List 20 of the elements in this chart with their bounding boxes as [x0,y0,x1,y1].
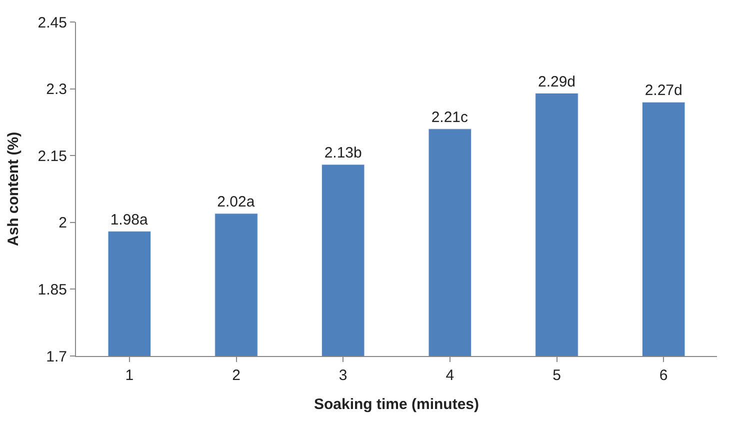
y-tick-label: 2.15 [38,148,67,165]
y-tick-label: 1.7 [46,348,67,366]
data-label: 2.21c [431,108,469,126]
y-axis-title: Ash content (%) [5,132,22,246]
data-label: 2.29d [538,73,576,90]
x-axis-title: Soaking time (minutes) [314,396,480,413]
x-tick-label: 4 [446,367,454,384]
x-tick-label: 6 [659,367,668,384]
data-label: 2.13b [324,144,362,162]
x-tick-label: 5 [552,367,561,384]
y-tick-label: 2.45 [38,14,67,32]
x-tick-label: 1 [125,367,134,384]
x-tick-label: 2 [232,367,240,384]
x-tick-label: 3 [338,367,348,384]
y-tick-label: 2.3 [46,81,67,98]
data-label: 1.98a [110,211,149,228]
data-label: 2.27d [644,82,682,100]
y-tick-label: 2 [58,214,67,232]
data-label: 2.02a [217,193,256,210]
y-tick-label: 1.85 [38,281,67,298]
